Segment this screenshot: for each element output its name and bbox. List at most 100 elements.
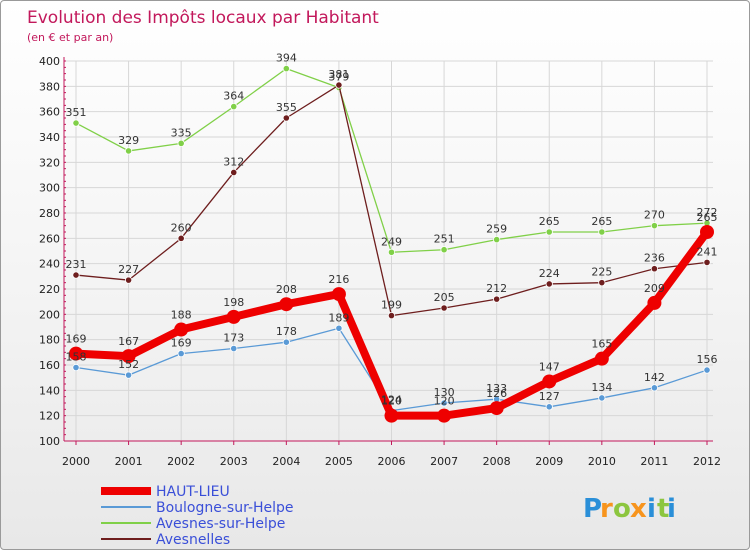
legend: HAUT-LIEUBoulogne-sur-HelpeAvesnes-sur-H… — [101, 484, 294, 548]
data-point — [598, 394, 606, 402]
data-label: 224 — [539, 267, 560, 280]
grid — [64, 60, 713, 442]
data-point — [282, 65, 290, 73]
data-point — [440, 304, 448, 312]
data-point — [174, 322, 189, 337]
y-tick-label: 380 — [39, 80, 60, 93]
data-point — [703, 366, 711, 374]
data-label: 355 — [276, 101, 297, 114]
data-label: 156 — [697, 353, 718, 366]
series-layer — [69, 65, 714, 423]
data-point — [700, 225, 714, 239]
data-label: 265 — [591, 215, 612, 228]
data-label: 120 — [381, 395, 402, 408]
data-label: 351 — [66, 106, 87, 119]
data-label: 133 — [486, 382, 507, 395]
y-tick-label: 100 — [39, 435, 60, 448]
data-point — [230, 168, 238, 177]
logo-letter: o — [613, 494, 631, 524]
data-label: 178 — [276, 325, 297, 338]
data-label: 260 — [171, 221, 192, 234]
x-tick-label: 2006 — [378, 455, 406, 468]
data-label: 259 — [486, 223, 507, 236]
data-point — [177, 234, 185, 242]
data-label: 364 — [223, 90, 244, 103]
data-label: 169 — [171, 337, 192, 350]
data-label: 236 — [644, 252, 665, 265]
data-point — [335, 324, 343, 332]
data-point — [598, 279, 606, 287]
data-label: 127 — [539, 390, 560, 403]
y-tick-label: 260 — [39, 232, 60, 245]
data-point — [124, 276, 133, 284]
data-point — [124, 371, 133, 379]
data-label: 158 — [66, 351, 87, 364]
data-point — [493, 236, 501, 244]
data-point — [703, 258, 711, 266]
data-label: 188 — [171, 309, 192, 322]
data-label: 312 — [223, 155, 244, 168]
x-tick-label: 2005 — [325, 455, 353, 468]
x-tick-label: 2003 — [220, 455, 248, 468]
data-point — [72, 363, 80, 372]
data-label: 126 — [486, 387, 507, 400]
data-label: 249 — [381, 235, 402, 248]
data-point — [384, 408, 399, 423]
data-point — [493, 295, 501, 303]
proxiti-logo: Pr o x i ti — [583, 494, 676, 524]
x-tick-label: 2010 — [588, 455, 616, 468]
legend-label: HAUT-LIEU — [156, 484, 230, 500]
data-point — [594, 351, 609, 366]
data-label: 329 — [118, 134, 139, 147]
data-point — [279, 297, 294, 312]
data-point — [335, 81, 343, 89]
logo-letter: x — [630, 494, 647, 524]
data-label: 272 — [697, 206, 718, 219]
data-label: 205 — [434, 291, 455, 304]
data-label: 134 — [591, 381, 612, 394]
data-label: 270 — [644, 209, 665, 222]
data-point — [440, 399, 448, 407]
data-label: 394 — [276, 52, 297, 65]
data-label: 212 — [486, 282, 507, 295]
data-point — [489, 401, 504, 416]
data-point — [282, 114, 290, 122]
data-label: 169 — [66, 333, 87, 346]
data-label: 216 — [328, 273, 349, 286]
data-point — [545, 280, 553, 288]
y-tick-label: 240 — [39, 258, 60, 271]
data-label: 198 — [223, 296, 244, 309]
y-tick-label: 360 — [39, 106, 60, 119]
data-label: 335 — [171, 126, 192, 139]
y-tick-label: 180 — [39, 334, 60, 347]
data-point — [647, 295, 662, 310]
data-point — [121, 349, 136, 364]
y-tick-label: 280 — [39, 207, 60, 220]
y-tick-label: 140 — [39, 384, 60, 397]
data-point — [650, 265, 659, 273]
x-tick-label: 2000 — [62, 455, 90, 468]
data-label: 173 — [223, 332, 244, 345]
x-tick-label: 2012 — [693, 455, 721, 468]
data-point — [226, 309, 241, 324]
logo-letter: i — [667, 494, 676, 524]
y-tick-label: 400 — [39, 55, 60, 68]
data-label: 379 — [328, 71, 349, 84]
logo-letter: P — [583, 494, 602, 524]
data-point — [331, 287, 346, 302]
data-point — [440, 246, 448, 254]
data-label: 209 — [644, 282, 665, 295]
data-label: 381 — [328, 68, 349, 81]
data-point — [230, 344, 238, 353]
y-tick-label: 320 — [39, 156, 60, 169]
data-point — [72, 271, 80, 279]
data-point — [230, 103, 238, 111]
data-point — [69, 346, 83, 361]
logo-letter: i — [647, 494, 656, 524]
y-tick-label: 200 — [39, 308, 60, 321]
x-tick-label: 2008 — [483, 455, 511, 468]
data-label: 225 — [591, 266, 612, 279]
axes: 100 120 140 160 180 200 220 240 260 280 300 320 340 3… — [39, 55, 721, 468]
